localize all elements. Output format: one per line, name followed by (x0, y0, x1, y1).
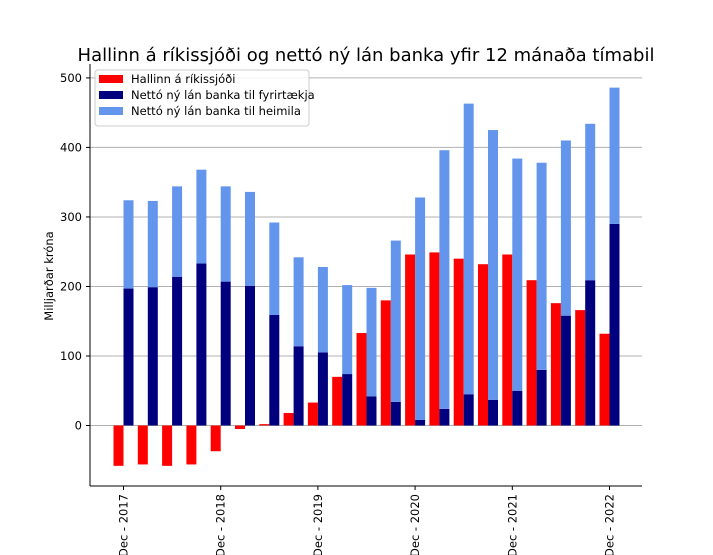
x-tick-label: Dec - 2018 (214, 494, 228, 555)
bar-deficit (550, 303, 561, 426)
y-tick-label: 500 (60, 71, 82, 85)
bar-corporate-loans (415, 419, 426, 426)
bar-corporate-loans (512, 390, 523, 426)
bar-deficit (113, 425, 124, 466)
bar-deficit (210, 425, 221, 452)
x-tick-label: Dec - 2022 (603, 494, 617, 555)
bar-household-loans (488, 130, 498, 400)
bar-household-loans (269, 222, 280, 315)
y-tick-label: 0 (75, 419, 82, 433)
legend-label: Hallinn á ríkissjóði (131, 72, 235, 86)
bar-deficit (405, 254, 416, 426)
bar-household-loans (196, 169, 207, 264)
bar-household-loans (123, 200, 134, 289)
bar-household-loans (220, 186, 231, 282)
axes: 0 100 200 300 400 500 Dec - 2017 Dec - 2018 Dec … (60, 64, 642, 555)
legend-label: Nettó ný lán banka til fyrirtækja (131, 88, 315, 102)
bar-corporate-loans (196, 263, 207, 426)
bar-deficit (453, 258, 464, 426)
bar-deficit (259, 424, 270, 426)
legend-box (94, 69, 310, 127)
bar-corporate-loans (293, 346, 304, 426)
bar-corporate-loans (585, 280, 596, 426)
bar-deficit (356, 333, 367, 426)
x-tick-label: Dec - 2019 (311, 494, 325, 555)
bar-corporate-loans (123, 288, 134, 426)
x-tick-label: Dec - 2020 (408, 494, 422, 555)
bar-deficit (332, 376, 343, 426)
bar-corporate-loans (220, 281, 231, 426)
bar-household-loans (463, 103, 474, 395)
bar-corporate-loans (147, 287, 158, 426)
bar-deficit (478, 264, 488, 426)
bar-household-loans (439, 150, 450, 409)
bar-corporate-loans (609, 223, 620, 426)
bar-corporate-loans (439, 408, 450, 426)
x-tick-label: Dec - 2017 (117, 494, 131, 555)
legend-swatch (99, 91, 123, 99)
bar-deficit (575, 310, 586, 426)
bar-household-loans (172, 186, 183, 277)
bar-deficit (137, 425, 148, 465)
bar-deficit (502, 254, 513, 426)
bar-household-loans (245, 191, 255, 286)
bar-corporate-loans (536, 369, 547, 426)
bar-deficit (429, 252, 440, 426)
x-tick-label: Dec - 2021 (505, 494, 519, 555)
bar-corporate-loans (488, 399, 498, 426)
bar-deficit (162, 425, 173, 466)
chart-title: Hallinn á ríkissjóði og nettó ný lán ban… (78, 45, 655, 66)
bar-corporate-loans (463, 394, 474, 426)
bar-deficit (186, 425, 197, 465)
bar-corporate-loans (390, 401, 401, 426)
bar-household-loans (342, 285, 353, 375)
bar-deficit (307, 402, 318, 426)
bar-household-loans (147, 200, 158, 288)
bar-household-loans (585, 123, 596, 281)
bar-household-loans (366, 287, 377, 397)
bars (113, 87, 620, 466)
bar-corporate-loans (269, 314, 280, 426)
bar-household-loans (512, 158, 523, 391)
bar-household-loans (390, 240, 401, 402)
y-tick-label: 300 (60, 210, 82, 224)
bar-household-loans (536, 162, 547, 370)
bar-corporate-loans (366, 396, 377, 426)
bar-household-loans (317, 267, 328, 353)
bar-corporate-loans (342, 374, 353, 426)
legend-swatch (99, 75, 123, 83)
bar-deficit (599, 333, 610, 426)
y-axis-label: Milljarðar króna (42, 231, 56, 320)
bar-household-loans (415, 197, 426, 420)
y-tick-label: 200 (60, 279, 82, 293)
y-tick-label: 100 (60, 349, 82, 363)
bar-deficit (380, 300, 391, 426)
bar-deficit (526, 280, 537, 426)
bar-deficit (235, 425, 245, 429)
bar-household-loans (560, 140, 571, 316)
bar-deficit (283, 413, 294, 426)
legend-swatch (99, 107, 123, 115)
bar-corporate-loans (245, 285, 255, 426)
y-tick-label: 400 (60, 140, 82, 154)
bar-household-loans (293, 257, 304, 347)
legend: Hallinn á ríkissjóði Nettó ný lán banka t… (94, 69, 315, 127)
bar-corporate-loans (172, 276, 183, 426)
bar-corporate-loans (317, 352, 328, 426)
bar-household-loans (609, 87, 620, 224)
bar-corporate-loans (560, 315, 571, 426)
legend-label: Nettó ný lán banka til heimila (131, 104, 301, 118)
